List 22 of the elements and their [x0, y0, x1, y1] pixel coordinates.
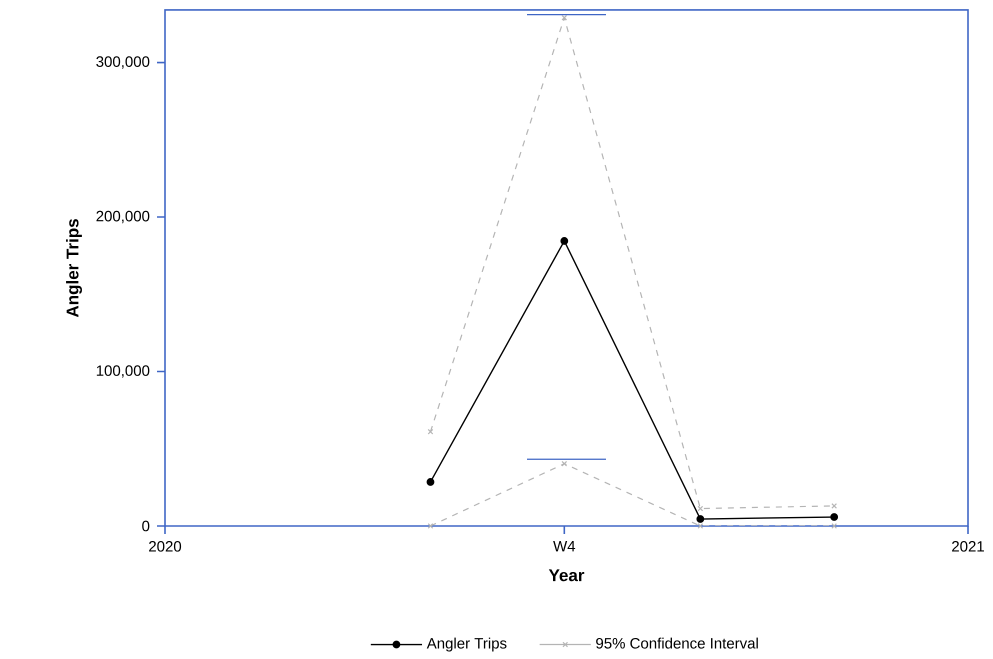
- y-tick-label: 200,000: [96, 210, 150, 223]
- point: [831, 502, 838, 509]
- point: [561, 14, 568, 20]
- y-tick-label: 300,000: [96, 56, 150, 68]
- y-tick-label: 0: [142, 520, 150, 532]
- x-tick-label: 2020: [149, 540, 182, 552]
- legend-label: 95% Confidence Interval: [596, 637, 758, 648]
- x-tick-label: 2021: [952, 540, 984, 552]
- y-tick-label: 100,000: [96, 365, 150, 378]
- legend-label: Angler Trips: [426, 637, 506, 652]
- x-axis-title: Year: [548, 569, 584, 582]
- x-tick-label: W4: [553, 540, 576, 552]
- point: [561, 460, 568, 466]
- point: [697, 522, 704, 529]
- point: [560, 236, 568, 245]
- point: [830, 512, 838, 521]
- y-axis-title: Angler Trips: [66, 218, 82, 317]
- point: [696, 514, 704, 523]
- point: [426, 478, 434, 486]
- point: [831, 522, 838, 529]
- point: [428, 522, 434, 529]
- point: [428, 428, 434, 434]
